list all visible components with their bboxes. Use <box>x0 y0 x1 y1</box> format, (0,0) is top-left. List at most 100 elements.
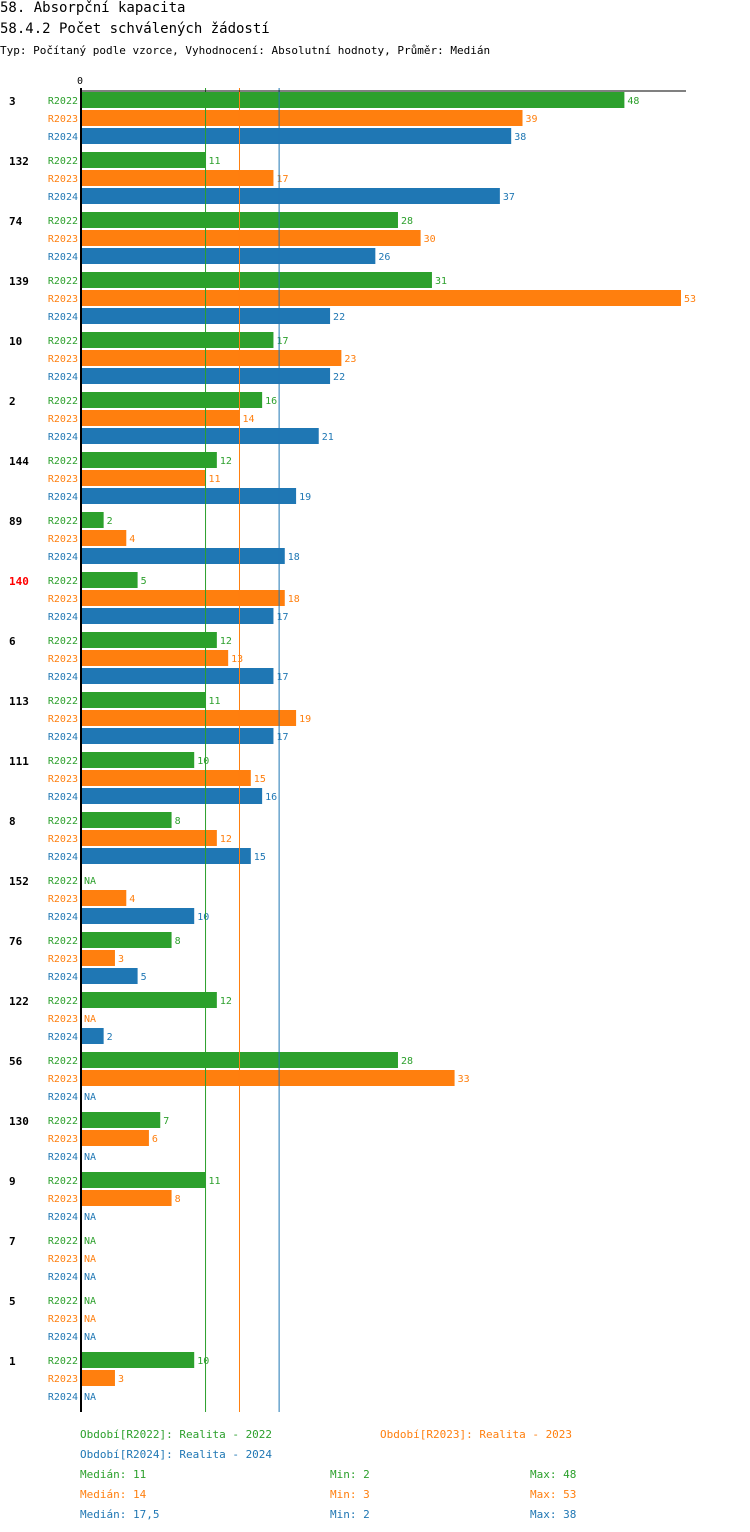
bar-r2023 <box>81 410 240 426</box>
value-label: 2 <box>107 1032 113 1043</box>
legend-period-r2024: Období[R2024]: Realita - 2024 <box>80 1448 273 1461</box>
category-label: 9 <box>9 1175 16 1188</box>
value-label: 8 <box>175 816 181 827</box>
value-label: 10 <box>197 1356 209 1367</box>
series-label: R2022 <box>48 696 78 707</box>
category-label: 8 <box>9 815 16 828</box>
value-label: 8 <box>175 1194 181 1205</box>
series-label: R2022 <box>48 876 78 887</box>
bar-r2023 <box>81 530 127 546</box>
axis-zero-label: 0 <box>77 76 83 87</box>
value-label: 12 <box>220 456 232 467</box>
series-label: R2023 <box>48 294 78 305</box>
category-label: 139 <box>9 275 29 288</box>
value-label: 33 <box>458 1074 470 1085</box>
bar-r2022 <box>81 512 104 528</box>
bar-r2023 <box>81 1130 149 1146</box>
category-label: 89 <box>9 515 22 528</box>
series-label: R2024 <box>48 1272 78 1283</box>
series-label: R2023 <box>48 1074 78 1085</box>
value-label: 15 <box>254 852 266 863</box>
bar-r2024 <box>81 728 274 744</box>
value-label: 12 <box>220 636 232 647</box>
category-label: 111 <box>9 755 29 768</box>
value-label: 38 <box>514 132 526 143</box>
bar-r2022 <box>81 152 206 168</box>
legend-period-r2022: Období[R2022]: Realita - 2022 <box>80 1428 273 1441</box>
value-label: 4 <box>129 894 135 905</box>
legend-min-r2024: Min: 2 <box>330 1508 370 1521</box>
series-label: R2022 <box>48 816 78 827</box>
value-label: 11 <box>209 156 221 167</box>
series-label: R2023 <box>48 654 78 665</box>
value-label: 39 <box>526 114 538 125</box>
bar-r2024 <box>81 548 285 564</box>
series-label: R2024 <box>48 612 78 623</box>
bar-r2023 <box>81 830 217 846</box>
series-label: R2023 <box>48 234 78 245</box>
series-label: R2024 <box>48 492 78 503</box>
legend-min-r2023: Min: 3 <box>330 1488 370 1501</box>
value-label: 3 <box>118 1374 124 1385</box>
value-label: 6 <box>152 1134 158 1145</box>
series-label: R2023 <box>48 174 78 185</box>
bar-r2023 <box>81 470 206 486</box>
series-label: R2023 <box>48 1374 78 1385</box>
value-label: 22 <box>333 372 345 383</box>
na-label: NA <box>84 1254 96 1265</box>
category-label: 130 <box>9 1115 29 1128</box>
category-label: 3 <box>9 95 16 108</box>
bar-r2022 <box>81 92 625 108</box>
series-label: R2023 <box>48 894 78 905</box>
series-label: R2022 <box>48 636 78 647</box>
na-label: NA <box>84 1014 96 1025</box>
na-label: NA <box>84 1236 96 1247</box>
value-label: 13 <box>231 654 243 665</box>
series-label: R2024 <box>48 252 78 263</box>
category-label: 56 <box>9 1055 23 1068</box>
bar-r2022 <box>81 692 206 708</box>
series-label: R2024 <box>48 1092 78 1103</box>
series-label: R2022 <box>48 1176 78 1187</box>
legend-min-r2022: Min: 2 <box>330 1468 370 1481</box>
value-label: 53 <box>684 294 696 305</box>
na-label: NA <box>84 1212 96 1223</box>
bar-r2023 <box>81 650 229 666</box>
series-label: R2023 <box>48 1314 78 1325</box>
bar-r2024 <box>81 188 500 204</box>
series-label: R2022 <box>48 396 78 407</box>
bar-r2022 <box>81 992 217 1008</box>
bar-r2023 <box>81 710 297 726</box>
series-label: R2023 <box>48 414 78 425</box>
value-label: 5 <box>141 576 147 587</box>
series-label: R2024 <box>48 732 78 743</box>
na-label: NA <box>84 1314 96 1325</box>
series-label: R2022 <box>48 156 78 167</box>
na-label: NA <box>84 1332 96 1343</box>
series-label: R2024 <box>48 1212 78 1223</box>
series-label: R2024 <box>48 372 78 383</box>
series-label: R2024 <box>48 792 78 803</box>
series-label: R2023 <box>48 354 78 365</box>
series-label: R2023 <box>48 474 78 485</box>
bar-r2022 <box>81 392 263 408</box>
bar-r2024 <box>81 608 274 624</box>
chart-meta: Typ: Počítaný podle vzorce, Vyhodnocení:… <box>0 44 491 57</box>
series-label: R2024 <box>48 972 78 983</box>
bar-r2023 <box>81 110 523 126</box>
chart-subtitle: 58.4.2 Počet schválených žádostí <box>0 21 270 37</box>
series-label: R2022 <box>48 96 78 107</box>
series-label: R2023 <box>48 774 78 785</box>
value-label: 17 <box>276 336 288 347</box>
value-label: 19 <box>299 492 311 503</box>
value-label: 21 <box>322 432 334 443</box>
chart-title: 58. Absorpční kapacita <box>0 0 186 16</box>
value-label: 19 <box>299 714 311 725</box>
series-label: R2023 <box>48 594 78 605</box>
series-label: R2022 <box>48 456 78 467</box>
series-label: R2022 <box>48 576 78 587</box>
bar-r2023 <box>81 170 274 186</box>
series-label: R2024 <box>48 132 78 143</box>
series-label: R2022 <box>48 336 78 347</box>
